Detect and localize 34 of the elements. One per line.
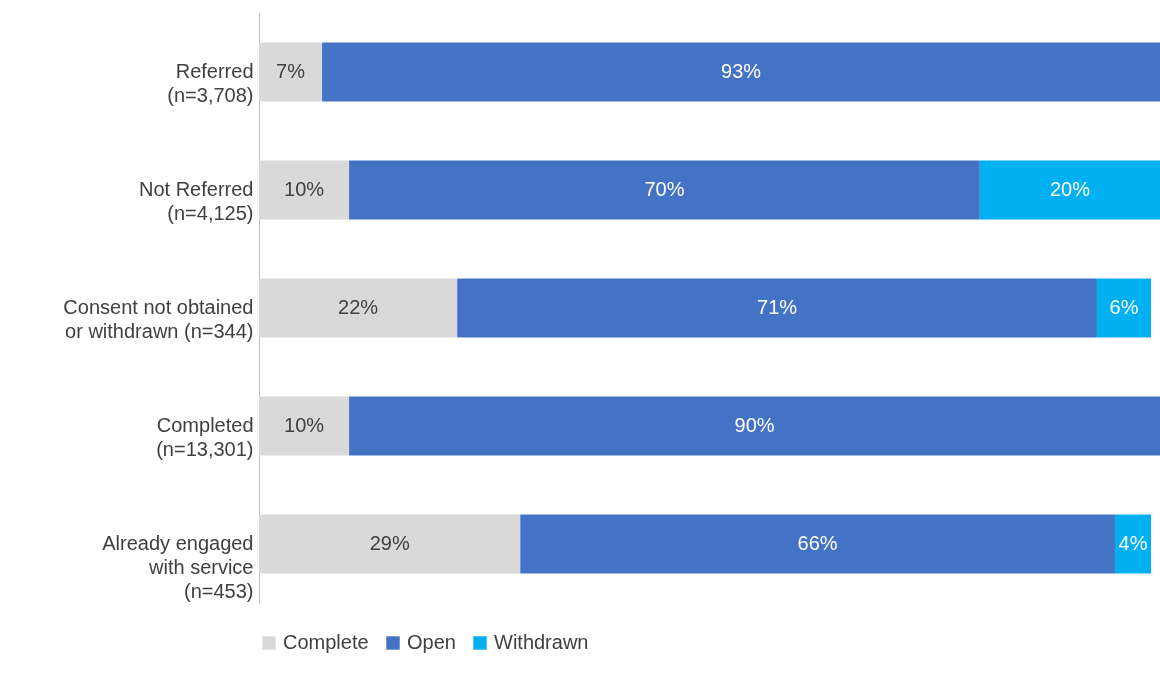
bar xyxy=(520,514,1115,574)
data-label: 20% xyxy=(1049,178,1091,200)
bar xyxy=(1114,514,1151,574)
data-label: 7% xyxy=(276,60,306,82)
data-label: 4% xyxy=(1118,532,1148,554)
y-tick-label: Already engaged with service (n=453) xyxy=(102,532,254,602)
data-label: 29% xyxy=(369,532,410,554)
bar xyxy=(349,396,1160,456)
bar xyxy=(979,160,1160,220)
bar xyxy=(457,278,1097,338)
y-tick-label: Consent not obtained or withdrawn (n=344) xyxy=(63,296,254,342)
y-tick-label: Completed (n=13,301) xyxy=(156,414,254,460)
legend-label: Open xyxy=(407,631,456,653)
data-label: 90% xyxy=(734,414,775,436)
data-label: 10% xyxy=(284,414,325,436)
y-tick-label: Not Referred (n=4,125) xyxy=(139,178,254,224)
data-label: 66% xyxy=(797,532,838,554)
legend-label: Complete xyxy=(283,631,369,653)
bar xyxy=(322,42,1160,102)
bar xyxy=(349,160,980,220)
bar xyxy=(259,514,521,574)
y-tick-label: Referred (n=3,708) xyxy=(167,60,254,106)
data-label: 71% xyxy=(757,296,798,318)
bar xyxy=(259,42,323,102)
bar xyxy=(259,278,458,338)
bar xyxy=(259,160,350,220)
data-label: 70% xyxy=(644,178,685,200)
data-label: 22% xyxy=(338,296,379,318)
data-label: 10% xyxy=(284,178,325,200)
legend-label: Withdrawn xyxy=(494,631,589,653)
bar xyxy=(1096,278,1151,338)
data-label: 6% xyxy=(1109,296,1139,318)
bar xyxy=(259,396,350,456)
data-label: 93% xyxy=(721,60,762,82)
